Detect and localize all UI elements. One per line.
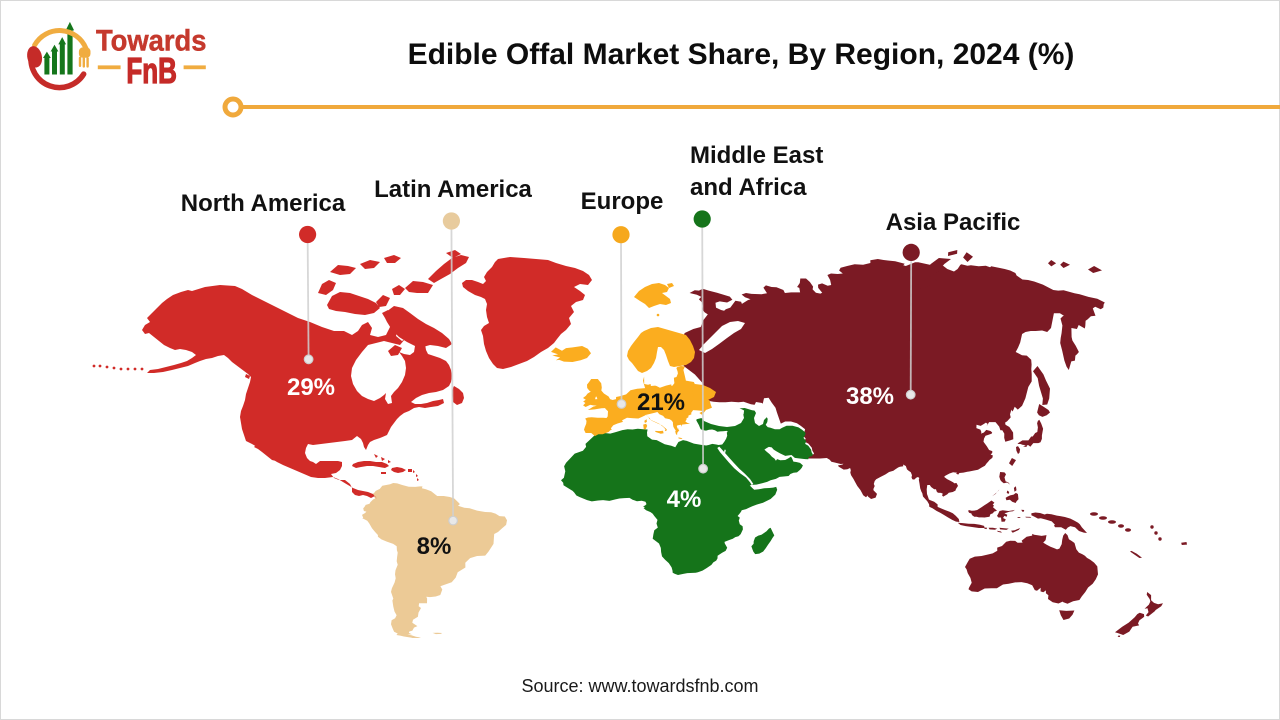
svg-text:Edible Offal Market Share, By: Edible Offal Market Share, By Region, 20…: [408, 38, 1075, 71]
svg-text:Middle East: Middle East: [690, 142, 823, 169]
svg-text:21%: 21%: [637, 389, 685, 416]
svg-text:and Africa: and Africa: [690, 174, 807, 201]
svg-text:4%: 4%: [667, 486, 702, 513]
svg-text:Europe: Europe: [581, 188, 664, 215]
svg-text:Latin America: Latin America: [374, 176, 532, 203]
svg-text:Asia Pacific: Asia Pacific: [886, 209, 1021, 236]
svg-text:Source: www.towardsfnb.com: Source: www.towardsfnb.com: [521, 676, 758, 696]
svg-text:8%: 8%: [417, 533, 452, 560]
svg-text:North America: North America: [181, 190, 346, 217]
svg-text:38%: 38%: [846, 383, 894, 410]
svg-text:Towards: Towards: [96, 25, 207, 58]
svg-text:29%: 29%: [287, 374, 335, 401]
svg-text:FnB: FnB: [126, 50, 176, 91]
